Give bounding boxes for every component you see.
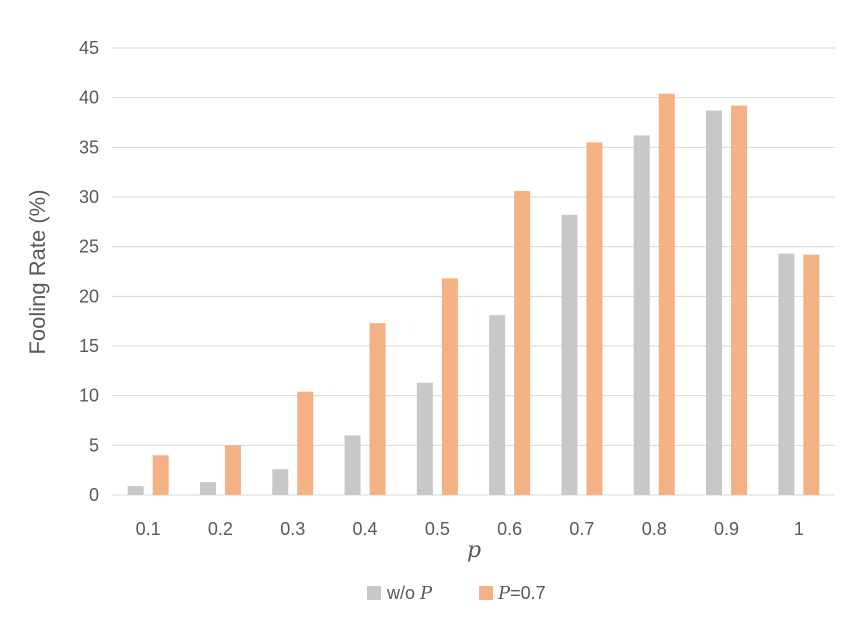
x-axis-title: p	[467, 538, 481, 563]
x-tick-label: 0.4	[353, 519, 378, 539]
bar-wo-p-0.9	[706, 110, 723, 495]
bar-p-07-1	[803, 254, 820, 495]
y-tick-label: 10	[79, 386, 99, 406]
legend-label-p-07-text: =0.7	[510, 583, 546, 603]
y-tick-label: 45	[79, 38, 99, 58]
y-axis-title: Fooling Rate (%)	[25, 189, 50, 354]
bar-p-07-0.6	[514, 191, 531, 496]
y-tick-label: 5	[89, 435, 99, 455]
x-tick-label: 0.9	[714, 519, 739, 539]
legend-swatch-p-07	[479, 586, 493, 600]
x-tick-label: 0.5	[425, 519, 450, 539]
bar-p-07-0.9	[731, 105, 748, 495]
x-tick-label: 0.8	[642, 519, 667, 539]
x-tick-label: 1	[794, 519, 804, 539]
legend-label-wo-p-text: w/o	[386, 583, 420, 603]
bar-p-07-0.5	[441, 278, 458, 495]
legend-label-wo-p: w/o P	[386, 583, 433, 604]
y-tick-label: 15	[79, 336, 99, 356]
bar-wo-p-1	[778, 253, 795, 495]
bar-wo-p-0.4	[344, 435, 361, 495]
bar-p-07-0.3	[297, 391, 314, 495]
x-tick-label: 0.2	[208, 519, 233, 539]
x-tick-label: 0.1	[136, 519, 161, 539]
gridlines	[112, 47, 835, 496]
bar-wo-p-0.6	[489, 315, 506, 495]
y-tick-label: 0	[89, 485, 99, 505]
bar-wo-p-0.2	[199, 482, 216, 495]
bar-p-07-0.7	[586, 142, 603, 495]
x-tick-label: 0.3	[280, 519, 305, 539]
legend-swatch-wo-p	[367, 586, 381, 600]
bar-wo-p-0.8	[633, 135, 650, 495]
bar-wo-p-0.1	[127, 486, 144, 495]
legend: w/o P P=0.7	[367, 583, 546, 604]
bar-wo-p-0.3	[272, 469, 289, 495]
y-tick-label: 20	[79, 286, 99, 306]
legend-label-p-07: P=0.7	[497, 583, 546, 604]
bar-p-07-0.1	[152, 455, 169, 495]
y-tick-label: 35	[79, 137, 99, 157]
bar-p-07-0.8	[658, 93, 675, 496]
bar-p-07-0.2	[224, 445, 241, 495]
y-tick-label: 40	[79, 88, 99, 108]
x-tick-label: 0.6	[497, 519, 522, 539]
y-axis-ticks: 0 5 10 15 20 25 30 35 40 45	[79, 38, 99, 505]
y-tick-label: 30	[79, 187, 99, 207]
x-axis-ticks: 0.1 0.2 0.3 0.4 0.5 0.6 0.7 0.8 0.9 1	[136, 519, 804, 539]
bar-p-07-0.4	[369, 323, 386, 495]
x-tick-label: 0.7	[569, 519, 594, 539]
y-tick-label: 25	[79, 237, 99, 257]
bars	[127, 93, 820, 496]
bar-wo-p-0.5	[416, 382, 433, 495]
legend-label-wo-p-italic: P	[419, 583, 433, 604]
bar-wo-p-0.7	[561, 214, 578, 495]
legend-label-p-07-italic: P	[497, 583, 511, 604]
